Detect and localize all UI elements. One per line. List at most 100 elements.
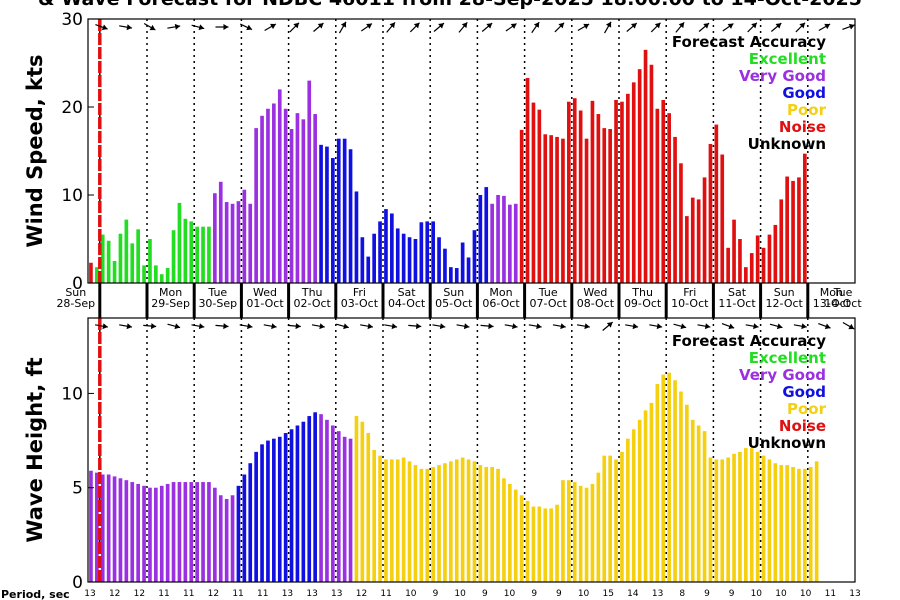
data-bar	[449, 461, 453, 582]
data-bar	[490, 203, 494, 283]
data-bar	[100, 234, 105, 283]
data-bar	[443, 463, 447, 582]
data-bar	[466, 257, 471, 283]
data-bar	[148, 487, 152, 582]
day-name-label: Wed	[583, 286, 607, 299]
data-bar	[289, 129, 294, 283]
data-bar	[124, 480, 129, 582]
data-bar	[767, 234, 772, 283]
period-value: 15	[602, 589, 613, 599]
period-value: 9	[433, 589, 439, 599]
wave-direction-arrow	[360, 323, 374, 330]
data-bar	[614, 99, 618, 284]
date-label: 29-Sep	[151, 297, 190, 310]
data-bar	[313, 114, 317, 283]
data-bar	[726, 247, 730, 283]
data-bar	[413, 239, 418, 283]
period-value: 11	[158, 589, 169, 599]
data-bar	[738, 239, 742, 283]
data-bar	[643, 49, 648, 283]
data-bar	[744, 448, 748, 582]
data-bar	[319, 414, 323, 582]
period-axis-label: Period, sec	[1, 588, 70, 600]
data-bar	[348, 438, 353, 582]
data-bar	[313, 412, 317, 582]
data-bar	[537, 506, 542, 582]
data-bar	[260, 444, 264, 582]
wave-direction-arrow	[842, 321, 855, 330]
data-bar	[165, 268, 170, 283]
data-bar	[431, 466, 435, 582]
data-bar	[767, 459, 772, 582]
data-bar	[755, 451, 760, 582]
data-bar	[401, 457, 406, 582]
date-label: 05-Oct	[435, 297, 473, 310]
date-label: 13-Oct	[813, 297, 851, 310]
wave-direction-arrow	[480, 323, 494, 330]
wind-direction-arrow	[650, 22, 661, 33]
data-bar	[154, 487, 158, 582]
wave-direction-arrow	[528, 323, 542, 330]
data-bar	[466, 459, 471, 582]
data-bar	[201, 226, 205, 283]
day-name-label: Sun	[774, 286, 795, 299]
data-bar	[295, 425, 300, 582]
wind-direction-arrow	[554, 22, 565, 33]
data-bar	[242, 474, 247, 582]
data-bar	[454, 459, 459, 582]
data-bar	[224, 499, 229, 582]
data-bar	[797, 177, 801, 283]
data-bar	[195, 226, 199, 283]
data-bar	[720, 154, 725, 283]
data-bar	[272, 438, 276, 582]
data-bar	[260, 115, 264, 283]
wind-direction-arrow	[289, 22, 300, 33]
data-bar	[785, 176, 789, 283]
data-bar	[390, 213, 394, 283]
data-bar	[472, 230, 477, 283]
data-bar	[390, 459, 394, 582]
data-bar	[130, 243, 135, 283]
y-tick-label: 5	[72, 479, 83, 499]
data-bar	[360, 421, 365, 582]
wind-direction-arrow	[458, 22, 468, 33]
legend-item-excellent: Excellent	[749, 349, 826, 367]
legend-item-excellent: Excellent	[749, 50, 826, 68]
data-bar	[502, 478, 506, 582]
wave-direction-arrow	[576, 323, 590, 330]
data-bar	[620, 451, 624, 582]
wave-direction-arrow	[818, 323, 831, 330]
data-bar	[549, 135, 553, 283]
data-bar	[661, 374, 666, 582]
data-bar	[242, 189, 247, 283]
day-date-strip: Sun28-SepMon29-SepTue30-SepWed01-OctThu0…	[56, 283, 862, 318]
date-label: 30-Sep	[198, 297, 237, 310]
wind-direction-arrow	[313, 22, 324, 32]
data-bar	[331, 425, 335, 582]
wind-direction-arrow	[675, 22, 685, 33]
data-bar	[354, 191, 359, 283]
period-value: 12	[356, 589, 367, 599]
data-bar	[549, 508, 553, 582]
data-bar	[378, 221, 382, 283]
period-value: 13	[849, 589, 860, 599]
data-bar	[496, 468, 500, 582]
data-bar	[496, 195, 500, 283]
data-bar	[207, 482, 211, 582]
data-bar	[230, 203, 235, 283]
day-name-label: Tue	[538, 286, 558, 299]
data-bar	[331, 158, 335, 283]
data-bar	[714, 459, 719, 582]
wave-direction-arrow	[215, 323, 229, 330]
data-bar	[124, 219, 129, 283]
data-bar	[649, 402, 654, 582]
data-bar	[248, 463, 253, 582]
period-value: 10	[405, 589, 417, 599]
wave-direction-arrow	[143, 323, 157, 330]
period-value: 9	[704, 589, 710, 599]
data-bar	[696, 425, 701, 582]
data-bar	[484, 466, 489, 582]
wind-direction-arrow	[722, 23, 734, 32]
data-bar	[578, 485, 583, 582]
